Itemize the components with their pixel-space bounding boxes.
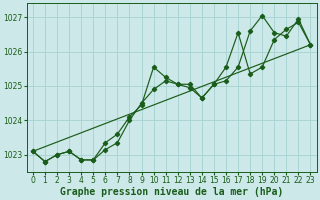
X-axis label: Graphe pression niveau de la mer (hPa): Graphe pression niveau de la mer (hPa): [60, 186, 283, 197]
